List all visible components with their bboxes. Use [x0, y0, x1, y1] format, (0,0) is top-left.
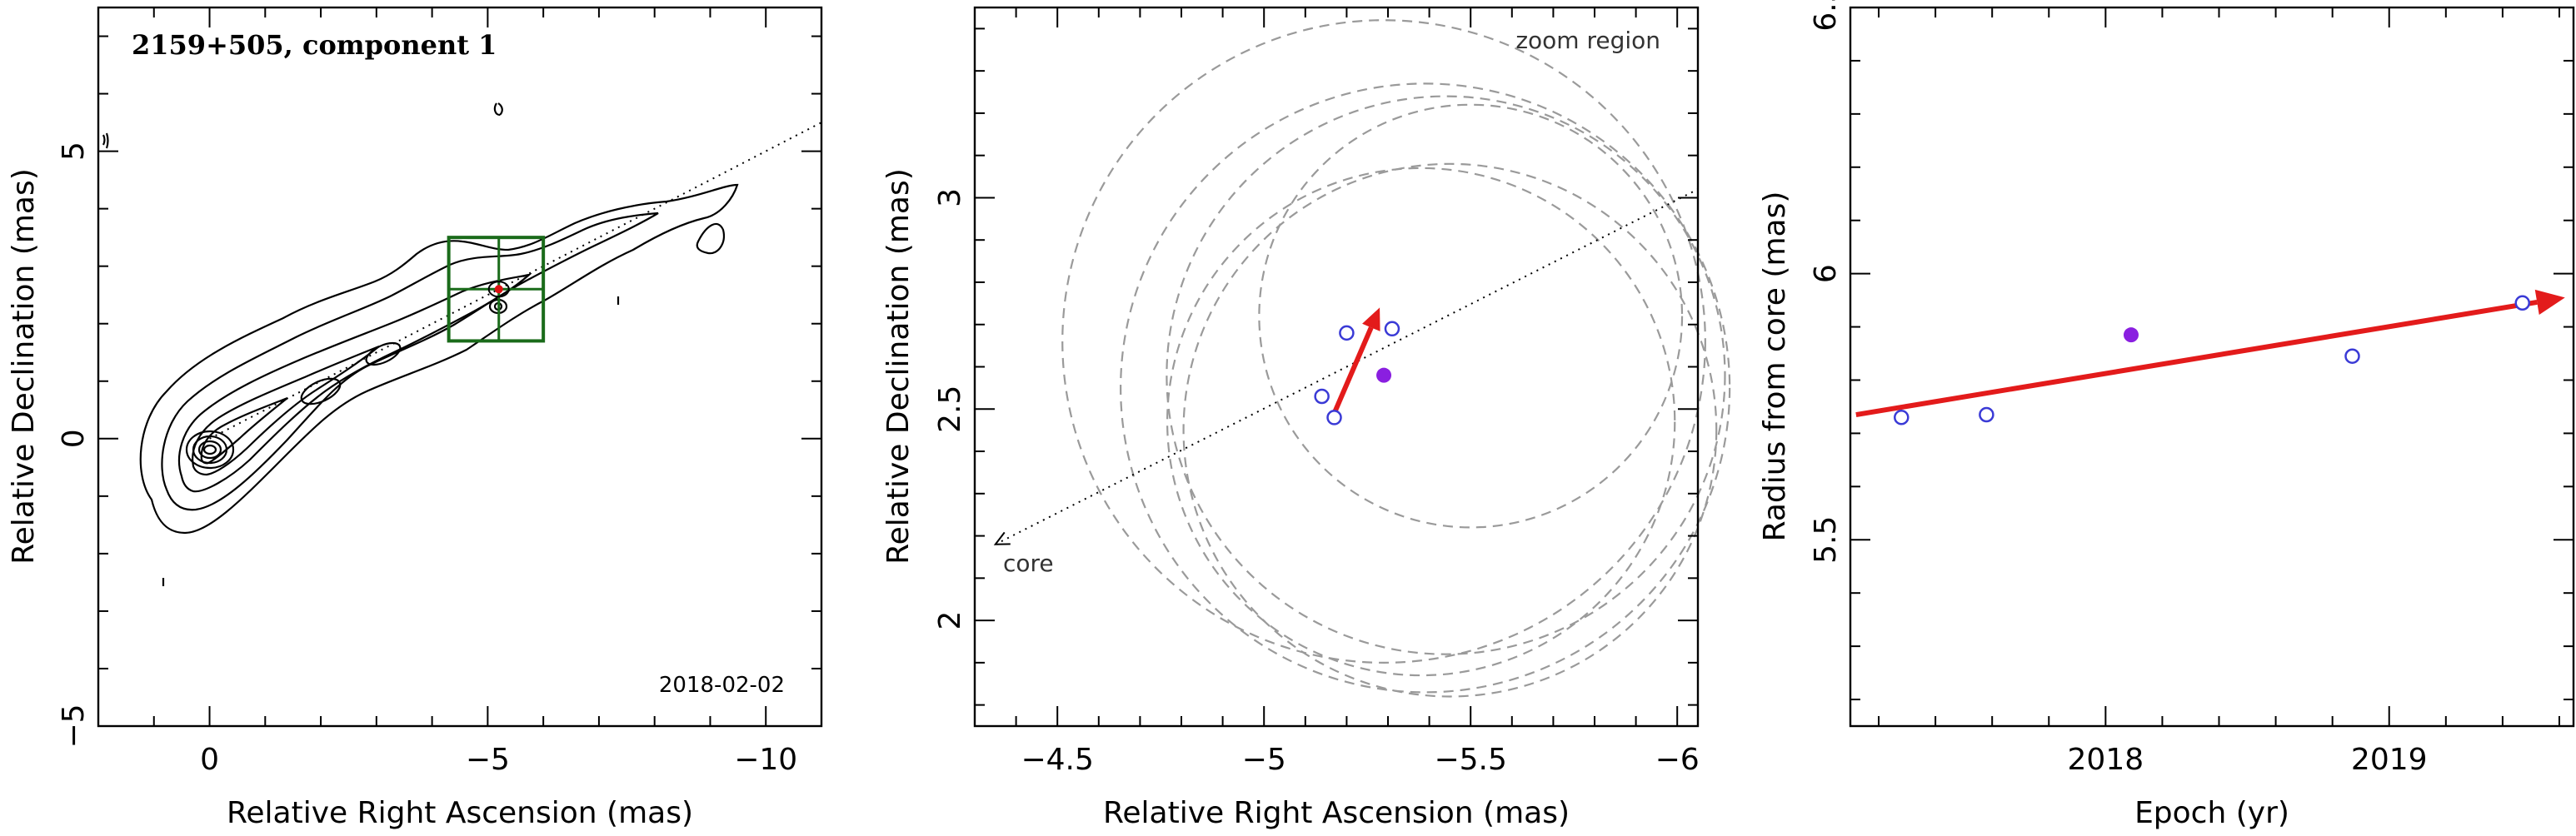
plot-frame	[973, 6, 1700, 728]
y-tick-label: 6	[1809, 264, 1843, 283]
jet-axis-line	[209, 122, 822, 440]
filled-point	[2123, 327, 2139, 343]
uncertainty-circle	[1182, 162, 1718, 698]
panel-jet-map: 0 −5 −10 −5 0 5 2159+505, component 1 2018-02…	[7, 6, 823, 830]
panel-radius-vs-epoch: 2018 2019 5.5 6 6.5 Epoch (yr) Radius from c…	[1758, 0, 2575, 830]
x-axis-label: Relative Right Ascension (mas)	[1103, 796, 1570, 830]
open-point	[1979, 406, 1994, 423]
y-tick-label: 0	[57, 429, 91, 448]
plot-frame	[1849, 6, 2575, 728]
open-point	[1326, 410, 1342, 425]
open-point	[2344, 348, 2360, 364]
uncertainty-circles	[1061, 19, 1731, 698]
axes: 2018 2019 5.5 6 6.5	[1809, 0, 2574, 777]
epoch-date-label: 2018-02-02	[659, 673, 785, 698]
x-tick-label: −6	[1655, 743, 1700, 777]
y-axis-label: Radius from core (mas)	[1758, 192, 1792, 542]
panel-zoom-region: −4.5 −5 −5.5 −6 2 2.5 3 zoom region core Relat…	[881, 6, 1731, 830]
x-axis-label: Epoch (yr)	[2134, 796, 2289, 830]
y-tick-label: 3	[933, 188, 967, 207]
open-point	[2514, 295, 2530, 311]
component-dot	[494, 285, 503, 294]
uncertainty-circle	[1120, 82, 1731, 694]
uncertainty-circle	[1166, 95, 1726, 655]
uncertainty-circle	[1166, 167, 1676, 677]
axes: 0 −5 −10 −5 0 5	[57, 7, 822, 777]
contour-map	[102, 102, 739, 586]
y-tick-label: 2	[933, 611, 967, 630]
core-direction-line	[995, 188, 1699, 545]
y-axis-label: Relative Declination (mas)	[7, 168, 41, 565]
x-tick-label: −5	[466, 743, 510, 777]
x-axis-label: Relative Right Ascension (mas)	[227, 796, 693, 830]
component-marker	[487, 281, 510, 298]
radius-points	[1894, 295, 2530, 425]
x-tick-label: −5	[1242, 743, 1286, 777]
uncertainty-circle	[1258, 103, 1684, 529]
x-tick-label: −4.5	[1021, 743, 1093, 777]
core-arrowhead-lines	[993, 531, 1011, 545]
core-label: core	[1003, 550, 1054, 577]
motion-arrow-head	[1362, 307, 1380, 331]
trend-arrow-shaft	[1855, 299, 2538, 417]
trend-arrow	[1855, 289, 2565, 417]
y-axis-label: Relative Declination (mas)	[881, 168, 916, 565]
x-tick-label: −10	[734, 743, 797, 777]
y-tick-label: 5.5	[1809, 516, 1843, 564]
axes: −4.5 −5 −5.5 −6 2 2.5 3	[933, 7, 1700, 777]
y-tick-label: −5	[57, 704, 91, 748]
plot-frame	[97, 6, 823, 728]
filled-point	[1376, 367, 1392, 383]
core-arrowhead	[993, 531, 1011, 545]
chart-title: 2159+505, component 1	[132, 29, 497, 61]
y-tick-label: 5	[57, 142, 91, 161]
x-tick-label: 2019	[2351, 743, 2428, 777]
zoom-region-label: zoom region	[1515, 27, 1660, 54]
motion-arrow-shaft	[1331, 326, 1374, 415]
motion-arrow	[1331, 307, 1380, 415]
open-point	[1384, 321, 1400, 337]
component-contour	[487, 281, 510, 298]
position-points	[1314, 321, 1400, 425]
x-tick-label: 0	[200, 743, 219, 777]
uncertainty-circle	[1061, 19, 1706, 664]
trend-arrow-head	[2534, 289, 2565, 316]
open-point	[1894, 409, 1910, 425]
open-point	[1339, 325, 1355, 341]
y-tick-label: 6.5	[1809, 0, 1843, 32]
y-tick-label: 2.5	[933, 386, 967, 433]
x-tick-label: 2018	[2068, 743, 2144, 777]
x-tick-label: −5.5	[1434, 743, 1506, 777]
open-point	[1314, 388, 1330, 405]
